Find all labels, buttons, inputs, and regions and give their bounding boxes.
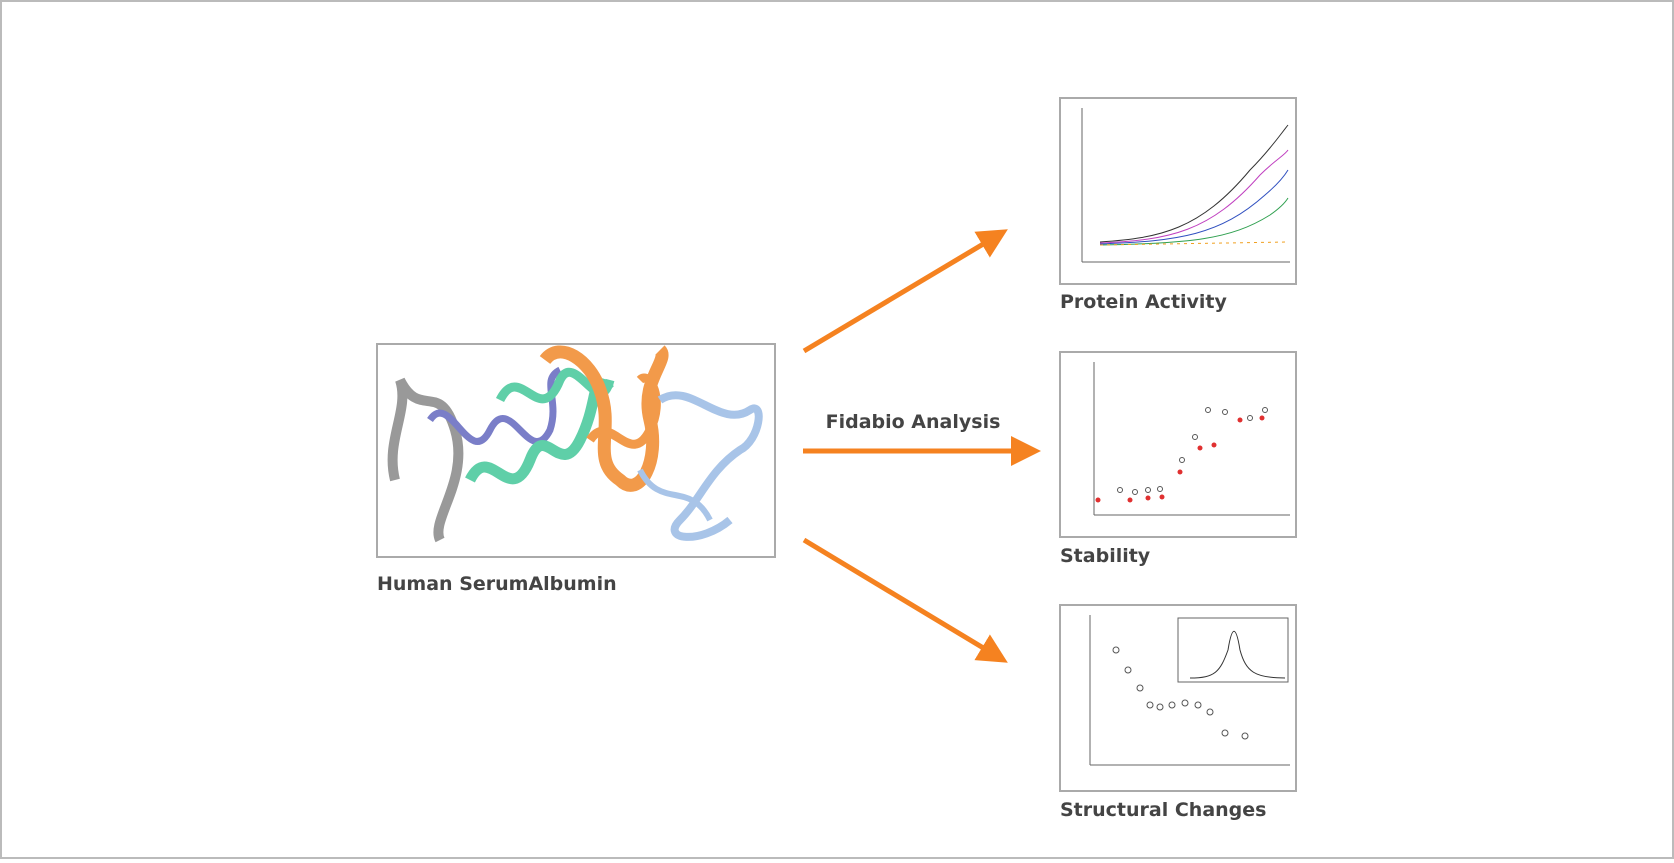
protein-image — [376, 343, 776, 558]
structure-plot — [1059, 604, 1297, 792]
activity-plot — [1059, 97, 1297, 285]
process-label: Fidabio Analysis — [826, 411, 1001, 433]
output-label: Structural Changes — [1060, 799, 1266, 821]
output-label: Stability — [1060, 545, 1151, 567]
output-label: Protein Activity — [1060, 291, 1228, 313]
arrow — [802, 537, 1008, 663]
stability-plot — [1059, 351, 1297, 538]
arrow — [802, 229, 1008, 354]
source-label: Human SerumAlbumin — [377, 573, 617, 595]
